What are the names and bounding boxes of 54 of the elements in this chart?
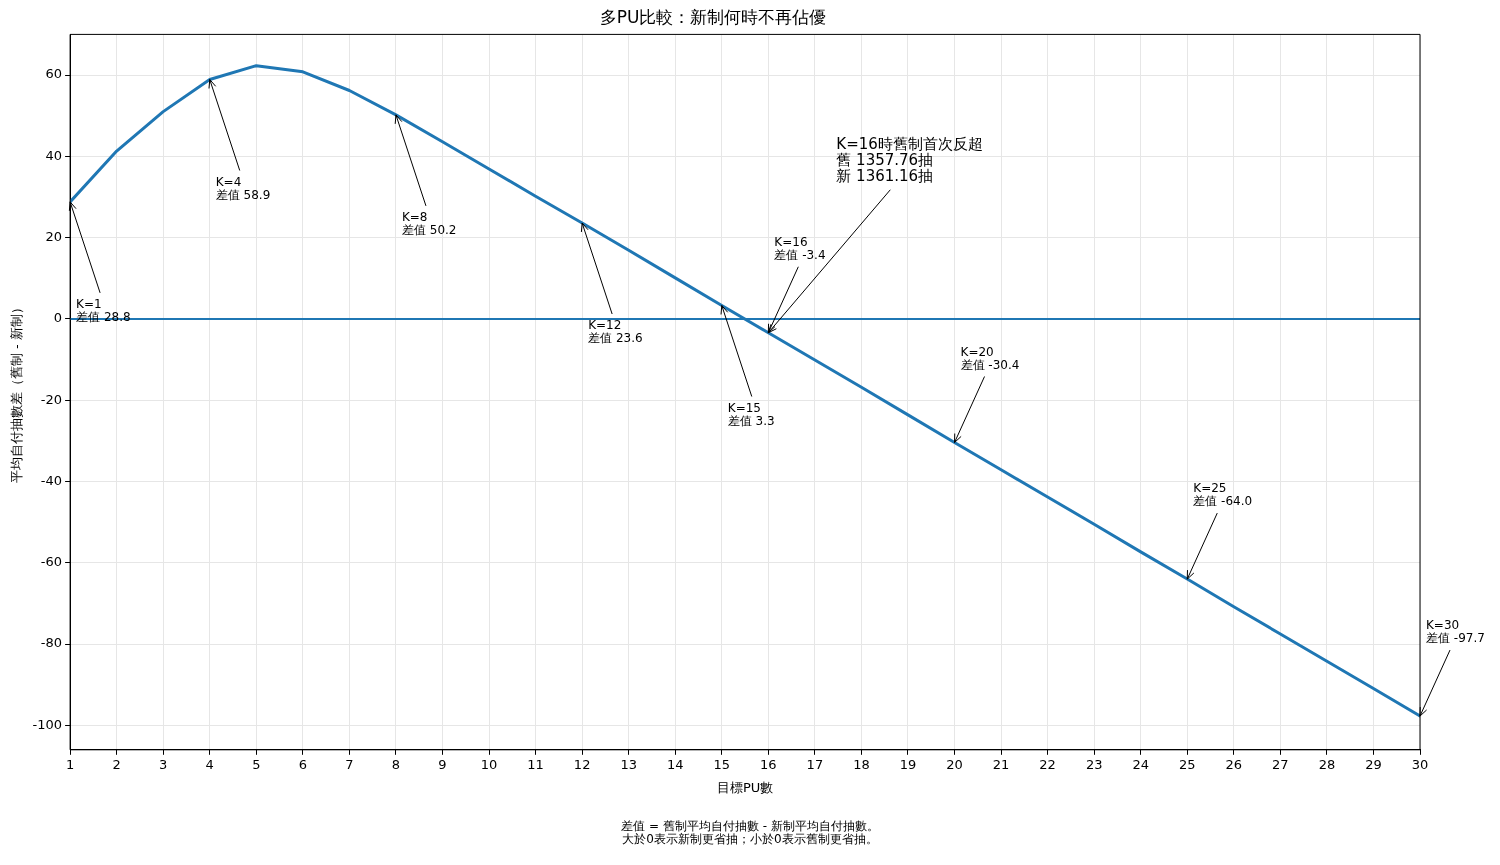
annotation: K=20 差值 -30.4: [960, 344, 1020, 372]
x-tick-label: 9: [438, 756, 447, 772]
y-tick-label: 40: [45, 147, 63, 163]
x-tick-label: 24: [1132, 756, 1149, 772]
text: 大於0表示新制更省抽；小於0表示舊制更省抽。: [622, 832, 878, 846]
x-tick-label: 22: [1039, 756, 1056, 772]
annotation: K=25 差值 -64.0: [1193, 481, 1253, 509]
x-tick-label: 19: [899, 756, 917, 772]
x-tick-label: 11: [527, 756, 544, 772]
x-tick-label: 10: [480, 756, 498, 772]
y-tick-label: -100: [32, 716, 63, 732]
x-tick-label: 23: [1085, 756, 1103, 772]
x-tick-label: 30: [1411, 756, 1429, 772]
x-tick-label: 2: [112, 756, 121, 772]
x-tick-label: 14: [666, 756, 684, 772]
annotation: K=16 差值 -3.4: [774, 234, 826, 262]
y-tick-label: -40: [40, 472, 63, 488]
x-tick-label: 15: [713, 756, 731, 772]
text: 差值 = 舊制平均自付抽數 - 新制平均自付抽數。: [621, 819, 879, 833]
x-tick-label: 7: [345, 756, 354, 772]
chart-title: 多PU比較：新制何時不再佔優: [599, 6, 827, 27]
y-tick-label: 60: [45, 66, 63, 82]
x-tick-label: 4: [205, 756, 214, 772]
x-tick-label: 17: [806, 756, 824, 772]
y-axis-title: 平均自付抽數差（舊制 - 新制）: [9, 301, 25, 484]
annotation: K=15 差值 3.3: [727, 400, 775, 428]
x-tick-label: 27: [1272, 756, 1289, 772]
annotation: 舊 1357.76抽: [836, 151, 934, 170]
x-tick-label: 16: [760, 756, 777, 772]
x-tick-label: 25: [1178, 756, 1196, 772]
x-axis-title: 目標PU數: [716, 779, 774, 795]
x-tick-label: 21: [992, 756, 1010, 772]
x-tick-label: 13: [620, 756, 637, 772]
x-tick-label: 12: [573, 756, 591, 772]
annotation: 新 1361.16抽: [836, 167, 934, 186]
annotation: K=8 差值 50.2: [401, 210, 457, 238]
x-tick-label: 8: [391, 756, 401, 772]
x-tick-label: 1: [65, 756, 75, 772]
y-tick-label: 20: [45, 229, 63, 245]
y-tick-label: -60: [40, 554, 63, 570]
x-tick-label: 20: [946, 756, 963, 772]
x-tick-label: 6: [298, 756, 307, 772]
y-tick-label: -80: [40, 635, 63, 651]
annotation: K=4 差值 58.9: [215, 174, 271, 202]
x-tick-label: 3: [159, 756, 168, 772]
x-tick-label: 5: [252, 756, 261, 772]
annotation: K=30 差值 -97.7: [1426, 618, 1485, 646]
x-tick-label: 28: [1318, 756, 1336, 772]
x-tick-label: 29: [1365, 756, 1382, 772]
annotation: K=12 差值 23.6: [588, 318, 643, 346]
x-tick-label: 26: [1225, 756, 1243, 772]
y-tick-label: -20: [40, 391, 63, 407]
x-tick-label: 18: [853, 756, 870, 772]
y-tick-label: 0: [53, 310, 63, 326]
